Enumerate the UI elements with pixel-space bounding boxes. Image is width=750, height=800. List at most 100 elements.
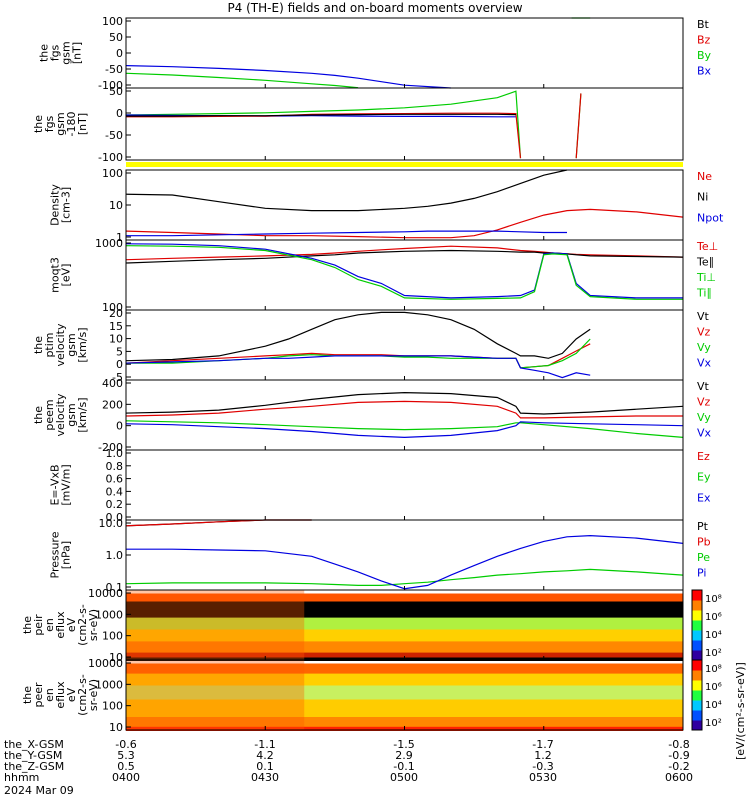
y-axis-label: Pressure bbox=[49, 531, 62, 578]
y-axis-label: [nT] bbox=[76, 113, 89, 135]
y-tick-label: 50 bbox=[109, 31, 123, 44]
panel-9: 10⁸ 10⁶ 10⁴ 10² [eV/(cm²-s-sr-eV)] 10000 1000 1… bbox=[21, 657, 747, 760]
y-tick-label: 0.8 bbox=[106, 460, 124, 473]
ephem-x-3: -1.7 bbox=[532, 738, 554, 751]
y-tick-label: 1.0 bbox=[106, 447, 124, 460]
legend-entry: Te∥ bbox=[696, 256, 714, 269]
legend-entry: Ti∥ bbox=[696, 287, 712, 300]
spectrogram-band bbox=[126, 698, 683, 717]
y-axis-label: [eV] bbox=[60, 264, 73, 287]
y-tick-label: 200 bbox=[102, 398, 123, 411]
colorbar-tick-label: 10⁸ bbox=[705, 594, 722, 605]
y-axis-label: (cm2-s- bbox=[76, 604, 89, 646]
spectrogram-band bbox=[126, 593, 683, 602]
series-line-Vy bbox=[126, 338, 591, 369]
series-line-Vt bbox=[125, 391, 684, 415]
y-tick-label: -50 bbox=[105, 129, 123, 142]
y-axis-label: the bbox=[32, 406, 45, 424]
legend-entry: Vz bbox=[697, 396, 711, 409]
page-title: P4 (TH-E) fields and on-board moments ov… bbox=[227, 1, 523, 15]
legend-entry: Vy bbox=[697, 411, 711, 424]
y-axis-label: [nPa] bbox=[60, 541, 73, 569]
y-tick-label: 0 bbox=[116, 420, 123, 433]
y-axis-label: sr-eV) bbox=[87, 679, 100, 711]
y-tick-label: -100 bbox=[98, 151, 123, 164]
ephem-y-2: 2.9 bbox=[395, 749, 413, 762]
colorbar-segment bbox=[692, 610, 702, 621]
series-line-Ni bbox=[125, 169, 568, 212]
spectrogram-band bbox=[126, 628, 683, 642]
legend-entry: Ti⊥ bbox=[696, 271, 716, 284]
legend-entry: Bt bbox=[697, 18, 710, 31]
ephem-y-0: 5.3 bbox=[117, 749, 135, 762]
ephem-y-1: 4.2 bbox=[256, 749, 274, 762]
ephem-col-0: -0.6 5.3 0.5 0400 bbox=[98, 739, 154, 783]
spectrogram-band bbox=[126, 651, 683, 658]
ephem-z-2: -0.1 bbox=[393, 760, 415, 773]
ephem-z-1: 0.1 bbox=[256, 760, 274, 773]
series-line-Pe bbox=[125, 568, 684, 586]
legend-entry: Ne bbox=[697, 170, 712, 183]
legend-entry: Te⊥ bbox=[696, 240, 718, 253]
y-axis-label: fgs bbox=[43, 115, 56, 132]
y-tick-label: 100 bbox=[102, 301, 123, 314]
y-axis-label: E=-VxB bbox=[49, 464, 62, 505]
y-axis-label: eflux bbox=[54, 681, 67, 709]
y-axis-label: the bbox=[32, 336, 45, 354]
y-axis-label: en bbox=[43, 688, 56, 702]
colorbar-segment bbox=[692, 630, 702, 641]
y-tick-label: 0.0 bbox=[106, 511, 124, 524]
y-tick-label: 0.4 bbox=[106, 485, 124, 498]
series-line-Bx bbox=[125, 65, 451, 89]
legend-entry: Vx bbox=[697, 427, 712, 440]
data-quality-bar bbox=[126, 162, 683, 167]
y-tick-label: 0.1 bbox=[106, 581, 124, 594]
ephem-y-3: 1.2 bbox=[534, 749, 552, 762]
panel-5: Vt Vz Vy Vx 400 200 0 -200 thepeemvelocitygsm[km… bbox=[32, 377, 712, 454]
panel-7: Pt Pb Pe Pi 10.0 1.0 0.1 Pressure[nPa] bbox=[49, 517, 711, 594]
colorbar-tick-label: 10² bbox=[705, 648, 722, 659]
legend-entry: Bx bbox=[697, 65, 712, 78]
colorbar-segment bbox=[692, 700, 702, 711]
colorbar-segment bbox=[692, 620, 702, 631]
series-line-Vz bbox=[125, 400, 683, 419]
y-axis-label: fgs bbox=[49, 44, 62, 61]
panel-frame bbox=[125, 309, 684, 381]
y-tick-label: 1 bbox=[116, 231, 123, 244]
y-tick-label: 100 bbox=[102, 167, 123, 180]
y-tick-label: -5 bbox=[112, 371, 123, 384]
ephem-col-1: -1.1 4.2 0.1 0430 bbox=[237, 739, 293, 783]
y-axis-label: [km/s] bbox=[76, 397, 89, 432]
series-line-By bbox=[125, 17, 591, 89]
legend-entry: Pt bbox=[697, 520, 709, 533]
spectrogram-band bbox=[126, 672, 683, 686]
panel-8: 10⁸ 10⁶ 10⁴ 10² 10000 1000 100 10 thepeireneflux… bbox=[21, 587, 722, 664]
legend-entry: Vz bbox=[697, 326, 711, 339]
y-axis-label: en bbox=[43, 618, 56, 632]
spectrogram-shade bbox=[126, 660, 305, 730]
panel-frame bbox=[125, 169, 684, 241]
colorbar-tick-label: 10² bbox=[705, 718, 722, 729]
colorbar-segment bbox=[692, 710, 702, 721]
spectrogram-band bbox=[126, 663, 683, 674]
y-tick-label: 1.0 bbox=[106, 549, 124, 562]
series-line-Vx bbox=[125, 355, 591, 379]
panel-frame bbox=[125, 519, 684, 591]
series-line-Te⊥ bbox=[125, 245, 684, 261]
panel-frame bbox=[125, 239, 684, 311]
colorbar-segment bbox=[692, 650, 702, 661]
series-line-Bt bbox=[126, 113, 516, 117]
y-axis-label: the bbox=[32, 115, 45, 133]
y-tick-label: 1000 bbox=[95, 608, 123, 621]
y-axis-label: ptim bbox=[43, 332, 56, 357]
ephem-label-z: the_Z-GSM bbox=[4, 760, 65, 773]
series-line-Pi bbox=[126, 534, 684, 590]
y-tick-label: 10 bbox=[109, 651, 123, 664]
y-axis-label: eV bbox=[65, 687, 78, 702]
legend-entry: Pe bbox=[697, 551, 710, 564]
colorbar-label: [eV/(cm²-s-sr-eV)] bbox=[734, 662, 747, 760]
